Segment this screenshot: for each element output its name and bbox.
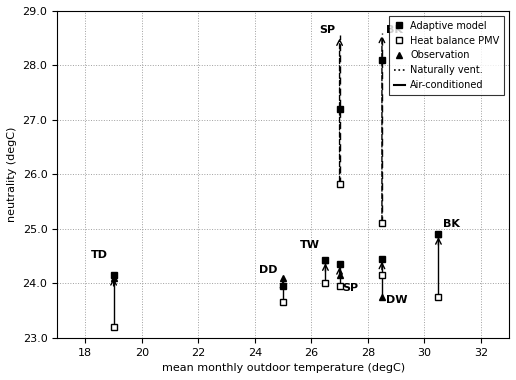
Text: TW: TW	[300, 239, 320, 250]
Legend: Adaptive model, Heat balance PMV, Observation, Naturally vent., Air-conditioned: Adaptive model, Heat balance PMV, Observ…	[389, 16, 504, 95]
X-axis label: mean monthly outdoor temperature (degC): mean monthly outdoor temperature (degC)	[162, 363, 405, 373]
Y-axis label: neutrality (degC): neutrality (degC)	[7, 127, 17, 222]
Text: SP: SP	[343, 283, 359, 293]
Text: TD: TD	[91, 250, 108, 260]
Text: DW: DW	[386, 295, 408, 305]
Text: BK: BK	[443, 219, 460, 229]
Text: BK: BK	[386, 25, 403, 35]
Text: DD: DD	[259, 265, 278, 275]
Text: SP: SP	[319, 25, 335, 35]
